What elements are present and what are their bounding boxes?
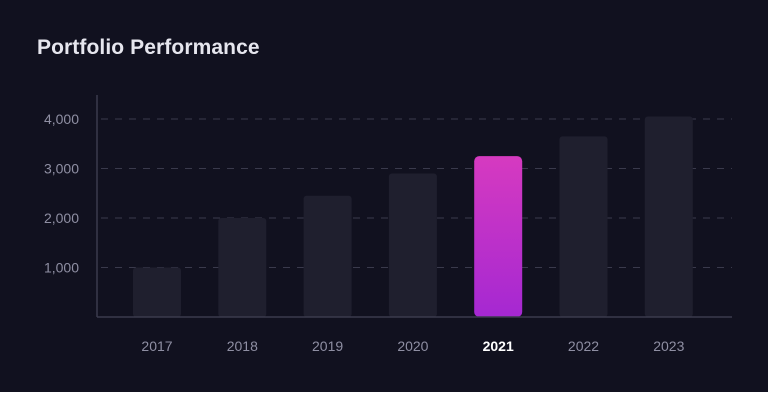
bar-2019[interactable] — [303, 195, 352, 317]
x-tick-label-2018: 2018 — [227, 338, 258, 354]
x-tick-label-2021: 2021 — [483, 338, 514, 354]
bar-2022[interactable] — [559, 136, 608, 317]
bar-2020[interactable] — [388, 173, 437, 317]
x-tick-label-2019: 2019 — [312, 338, 343, 354]
bar-2018[interactable] — [218, 218, 267, 317]
bar-2021[interactable] — [474, 156, 523, 317]
x-tick-label-2023: 2023 — [653, 338, 684, 354]
y-tick-label: 3,000 — [44, 161, 79, 177]
chart-title: Portfolio Performance — [37, 36, 260, 59]
x-tick-label-2017: 2017 — [141, 338, 172, 354]
y-tick-label: 2,000 — [44, 210, 79, 226]
axes — [96, 95, 732, 318]
y-tick-label: 1,000 — [44, 260, 79, 276]
bar-2023[interactable] — [644, 116, 693, 318]
y-tick-label: 4,000 — [44, 111, 79, 127]
bar-2017[interactable] — [133, 267, 181, 318]
bars — [133, 116, 693, 318]
x-tick-label-2020: 2020 — [397, 338, 428, 354]
x-tick-label-2022: 2022 — [568, 338, 599, 354]
tick-labels: 1,000 2,000 3,000 4,000 2017 2018 2019 2020 2021… — [44, 111, 685, 354]
chart-card: Portfolio Performance 1,000 2,000 3,000 4,0… — [0, 0, 768, 392]
bar-chart: 1,000 2,000 3,000 4,000 2017 2018 2019 2020 2021… — [44, 95, 732, 354]
